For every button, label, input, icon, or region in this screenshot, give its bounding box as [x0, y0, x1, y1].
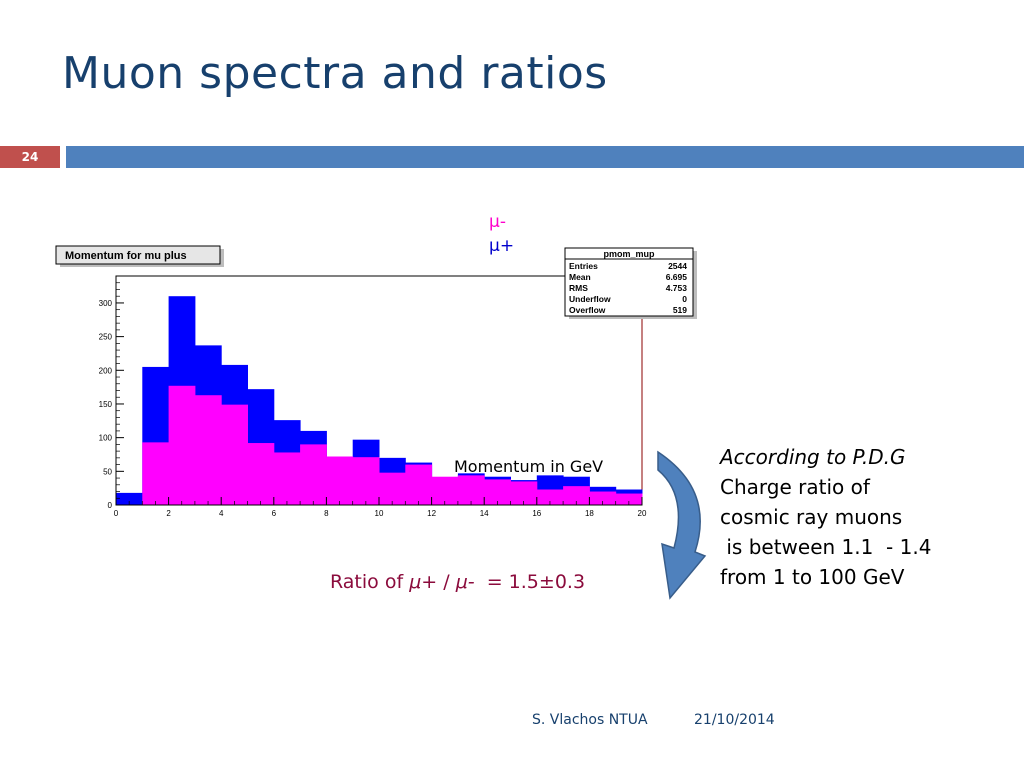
stats-label: Entries — [569, 261, 598, 271]
momentum-histogram: Momentum for mu plus 050100150200250300 … — [55, 245, 697, 518]
bar-mu-plus-0 — [116, 492, 143, 505]
bar-mu-minus-6 — [273, 452, 301, 505]
slide-number: 24 — [0, 146, 60, 168]
ratio-statement: Ratio of μ+ / μ- = 1.5±0.3 — [330, 571, 585, 593]
histogram-title-box: Momentum for mu plus — [55, 245, 224, 267]
curved-arrow-icon — [657, 450, 707, 600]
y-tick-label: 50 — [103, 467, 112, 476]
series-mu-minus — [142, 385, 643, 505]
bar-mu-minus-1 — [142, 442, 170, 505]
y-tick-label: 100 — [99, 434, 113, 443]
legend: μ- μ+ — [489, 210, 514, 258]
stats-value: 6.695 — [666, 272, 688, 282]
ratio-prefix: Ratio of — [330, 571, 410, 593]
bar-mu-minus-14 — [484, 479, 511, 505]
x-tick-label: 18 — [585, 509, 594, 518]
x-tick-label: 10 — [375, 509, 384, 518]
bar-mu-minus-2 — [168, 385, 196, 505]
bar-mu-minus-3 — [194, 395, 222, 505]
x-tick-label: 12 — [427, 509, 436, 518]
bar-mu-minus-7 — [300, 444, 327, 505]
pdg-line-4: is between 1.1 - 1.4 — [720, 535, 932, 559]
x-tick-label: 4 — [219, 509, 224, 518]
footer-author: S. Vlachos NTUA — [532, 712, 648, 728]
ratio-value: = 1.5±0.3 — [474, 571, 586, 593]
ratio-separator: / — [437, 571, 456, 593]
pdg-line-5: from 1 to 100 GeV — [720, 565, 905, 589]
x-tick-label: 2 — [166, 509, 171, 518]
y-tick-label: 250 — [99, 333, 113, 342]
x-tick-label: 16 — [532, 509, 541, 518]
bar-mu-minus-11 — [405, 464, 433, 505]
y-tick-label: 200 — [99, 366, 113, 375]
ratio-mu-minus: μ- — [455, 571, 475, 593]
bar-mu-minus-9 — [352, 457, 380, 505]
x-tick-label: 8 — [324, 509, 329, 518]
pdg-annotation: According to P.D.G Charge ratio of cosmi… — [720, 442, 931, 592]
ratio-mu-plus: μ+ — [409, 571, 438, 593]
pdg-line-2: Charge ratio of — [720, 475, 870, 499]
stats-value: 4.753 — [666, 283, 688, 293]
bar-mu-minus-10 — [379, 472, 406, 505]
y-axis: 0 50 100 150 200 250 300 — [99, 276, 124, 510]
x-axis-label: Momentum in GeV — [454, 457, 603, 476]
stats-label: Underflow — [569, 294, 611, 304]
x-tick-label: 6 — [272, 509, 277, 518]
bar-mu-minus-4 — [221, 404, 248, 505]
pdg-line-3: cosmic ray muons — [720, 505, 903, 529]
histogram-title: Momentum for mu plus — [65, 250, 187, 262]
legend-mu-minus: μ- — [489, 212, 506, 232]
footer-date: 21/10/2014 — [694, 712, 775, 728]
bar-mu-minus-15 — [510, 481, 538, 505]
x-tick-label: 0 — [114, 509, 119, 518]
bar-mu-minus-12 — [431, 476, 459, 505]
stats-label: Overflow — [569, 305, 606, 315]
bar-mu-minus-17 — [563, 486, 590, 505]
bar-mu-minus-13 — [457, 475, 485, 505]
pdg-line-1: According to P.D.G — [720, 445, 906, 469]
legend-mu-plus: μ+ — [489, 236, 515, 256]
stats-label: Mean — [569, 272, 591, 282]
stats-box-name: pmom_mup — [603, 249, 655, 259]
stats-box: pmom_mup Entries 2544 Mean 6.695 RMS 4.753 Und… — [564, 247, 697, 319]
bar-mu-minus-5 — [247, 443, 275, 505]
slide-title: Muon spectra and ratios — [62, 48, 608, 99]
x-tick-label: 20 — [638, 509, 647, 518]
stats-value: 519 — [673, 305, 687, 315]
bar-mu-minus-8 — [326, 456, 354, 505]
y-tick-label: 150 — [99, 400, 113, 409]
x-axis: 0 2 4 6 8 10 12 14 16 18 20 — [114, 497, 647, 518]
x-tick-label: 14 — [480, 509, 489, 518]
y-tick-label: 0 — [108, 501, 113, 510]
header-bar — [66, 146, 1024, 168]
bar-mu-minus-16 — [536, 489, 564, 505]
stats-value: 0 — [682, 294, 687, 304]
bar-mu-minus-19 — [615, 493, 643, 505]
bar-mu-minus-18 — [589, 491, 617, 505]
stats-label: RMS — [569, 283, 588, 293]
y-tick-label: 300 — [99, 299, 113, 308]
stats-value: 2544 — [668, 261, 687, 271]
